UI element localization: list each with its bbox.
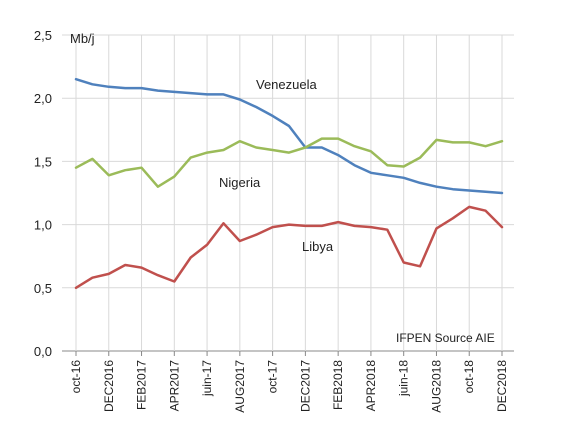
y-tick-label: 2,5 <box>34 28 52 43</box>
x-tick-labels: oct-16 DEC2016 FEB2017 APR2017 juin-17 AUG201… <box>69 360 509 413</box>
y-tick-label: 2,0 <box>34 91 52 106</box>
x-tick-label: oct-18 <box>462 360 476 394</box>
x-tick-label: DEC2018 <box>495 360 509 412</box>
x-tick-label: AUG2017 <box>233 360 247 413</box>
x-tick-label: FEB2017 <box>135 360 149 410</box>
x-tick-label: DEC2017 <box>298 360 312 412</box>
y-unit-label: Mb/j <box>70 31 95 46</box>
source-note: IFPEN Source AIE <box>396 331 495 345</box>
series-label-nigeria: Nigeria <box>219 175 261 190</box>
x-tick-label: DEC2016 <box>102 360 116 412</box>
x-tick-label: oct-16 <box>69 360 83 394</box>
series-lines <box>74 77 504 290</box>
y-tick-label: 1,0 <box>34 218 52 233</box>
y-tick-labels: 0,0 0,5 1,0 1,5 2,0 2,5 <box>34 28 52 359</box>
axes <box>75 351 503 356</box>
series-line-nigeria <box>74 137 504 188</box>
grid <box>62 34 514 352</box>
x-tick-label: juin-17 <box>200 360 214 397</box>
x-tick-label: FEB2018 <box>331 360 345 410</box>
series-label-venezuela: Venezuela <box>256 77 317 92</box>
series-label-libya: Libya <box>302 239 334 254</box>
series-line-libya <box>74 205 504 290</box>
x-tick-label: oct-17 <box>266 360 280 394</box>
x-tick-label: juin-18 <box>397 360 411 397</box>
y-tick-label: 0,0 <box>34 344 52 359</box>
x-tick-label: APR2018 <box>364 360 378 412</box>
y-tick-label: 0,5 <box>34 281 52 296</box>
x-tick-label: AUG2018 <box>429 360 443 413</box>
x-tick-label: APR2017 <box>167 360 181 412</box>
series-line-venezuela <box>74 77 504 195</box>
y-tick-label: 1,5 <box>34 154 52 169</box>
